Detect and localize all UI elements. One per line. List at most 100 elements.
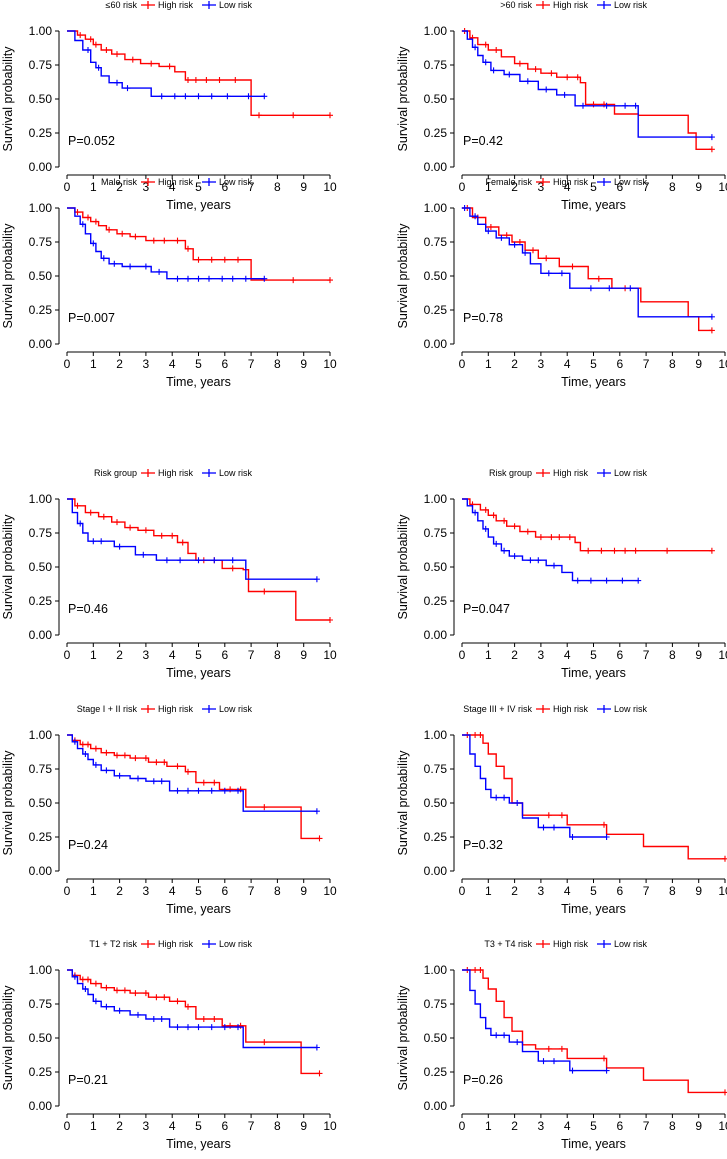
censor-mark <box>95 64 102 71</box>
x-axis-title: Time, years <box>561 902 626 916</box>
x-tick-label: 8 <box>669 648 676 662</box>
censor-mark <box>635 577 642 584</box>
km-curve-high-risk <box>462 498 712 552</box>
censor-mark <box>622 547 629 554</box>
censor-mark <box>208 787 215 794</box>
km-curve-high-risk <box>462 30 712 150</box>
legend-label: High risk <box>553 939 589 949</box>
censor-mark <box>603 577 610 584</box>
censor-mark <box>185 245 191 252</box>
x-tick-label: 5 <box>195 1119 202 1133</box>
km-panel-1: ≤60 risk High risk Low risk 0.00 0.25 0.50 0.7… <box>1 0 337 212</box>
censor-mark <box>92 218 99 225</box>
x-tick-label: 5 <box>195 884 202 898</box>
p-value: P=0.32 <box>463 838 503 852</box>
censor-mark <box>540 824 547 831</box>
y-tick-label: 0.50 <box>424 92 448 106</box>
km-curve-low-risk <box>462 734 607 838</box>
y-tick-label: 1.00 <box>424 24 448 38</box>
censor-mark <box>722 855 727 862</box>
x-axis-title: Time, years <box>166 666 231 680</box>
censor-mark <box>569 834 576 840</box>
p-value: P=0.24 <box>68 838 108 852</box>
y-tick-label: 1.00 <box>424 728 448 742</box>
km-panel-2: >60 risk High risk Low risk 0.00 0.25 0.50 0.7… <box>396 0 727 212</box>
x-tick-label: 10 <box>323 180 337 194</box>
y-axis-title: Survival probability <box>396 750 410 856</box>
censor-mark <box>195 93 202 100</box>
y-tick-label: 0.25 <box>29 126 53 140</box>
censor-mark <box>585 547 592 554</box>
censor-mark <box>316 1070 323 1077</box>
censor-mark <box>87 509 94 516</box>
censor-mark <box>211 557 218 564</box>
censor-mark <box>603 102 610 109</box>
km-curve-low-risk <box>67 30 265 97</box>
censor-mark <box>708 547 715 554</box>
legend-label: High risk <box>553 468 589 478</box>
censor-mark <box>150 1016 157 1022</box>
x-tick-label: 2 <box>511 648 518 662</box>
censor-mark <box>545 812 552 819</box>
censor-mark <box>290 277 297 284</box>
censor-mark <box>211 1016 218 1022</box>
censor-mark <box>119 230 126 237</box>
x-tick-label: 4 <box>169 648 176 662</box>
x-tick-label: 1 <box>485 1119 492 1133</box>
p-value: P=0.78 <box>463 311 503 325</box>
censor-mark <box>472 732 479 738</box>
censor-mark <box>150 778 157 785</box>
censor-mark <box>71 738 78 745</box>
censor-mark <box>482 525 489 532</box>
km-panel-3: Male risk High risk Low risk 0.00 0.25 0.50 0.… <box>1 177 337 389</box>
x-tick-label: 4 <box>564 357 571 371</box>
y-tick-label: 0.75 <box>29 235 53 249</box>
y-tick-label: 0.00 <box>424 160 448 174</box>
censor-mark <box>100 513 107 520</box>
x-tick-label: 1 <box>485 648 492 662</box>
y-tick-label: 0.75 <box>29 762 53 776</box>
x-tick-label: 10 <box>718 180 727 194</box>
censor-mark <box>530 247 536 254</box>
y-tick-label: 0.25 <box>424 126 448 140</box>
km-panel-7: Stage I + II risk High risk Low risk 0.00 0.… <box>1 704 337 916</box>
y-tick-label: 0.50 <box>424 796 448 810</box>
censor-mark <box>71 973 78 980</box>
km-curve-high-risk <box>67 207 330 281</box>
censor-mark <box>235 256 241 263</box>
x-tick-label: 8 <box>669 1119 676 1133</box>
x-tick-label: 7 <box>248 1119 255 1133</box>
censor-mark <box>237 1022 244 1029</box>
x-axis-title: Time, years <box>166 902 231 916</box>
x-tick-label: 6 <box>221 1119 228 1133</box>
censor-mark <box>498 234 505 241</box>
censor-mark <box>121 752 128 759</box>
censor-mark <box>603 1067 610 1074</box>
x-tick-label: 4 <box>564 648 571 662</box>
censor-mark <box>487 224 494 230</box>
y-tick-label: 0.00 <box>29 1099 53 1113</box>
censor-mark <box>195 256 202 263</box>
x-tick-label: 9 <box>300 648 307 662</box>
censor-mark <box>566 534 573 541</box>
km-panel-5: Risk group High risk Low risk 0.00 0.25 0.50 0… <box>1 468 337 680</box>
y-axis-title: Survival probability <box>1 514 15 620</box>
censor-mark <box>516 60 523 67</box>
censor-mark <box>708 327 715 334</box>
censor-mark <box>493 540 500 547</box>
x-tick-label: 2 <box>511 180 518 194</box>
censor-mark <box>580 102 586 109</box>
y-tick-label: 0.50 <box>424 1031 448 1045</box>
panel-title: Stage I + II risk <box>77 704 138 714</box>
censor-mark <box>90 240 97 247</box>
panel-title: >60 risk <box>500 0 532 10</box>
y-tick-label: 0.75 <box>29 526 53 540</box>
censor-mark <box>221 787 228 794</box>
censor-mark <box>74 502 81 509</box>
censor-mark <box>229 557 236 564</box>
censor-mark <box>114 752 120 759</box>
censor-mark <box>174 763 181 770</box>
censor-mark <box>261 93 268 100</box>
y-tick-label: 0.50 <box>29 1031 53 1045</box>
